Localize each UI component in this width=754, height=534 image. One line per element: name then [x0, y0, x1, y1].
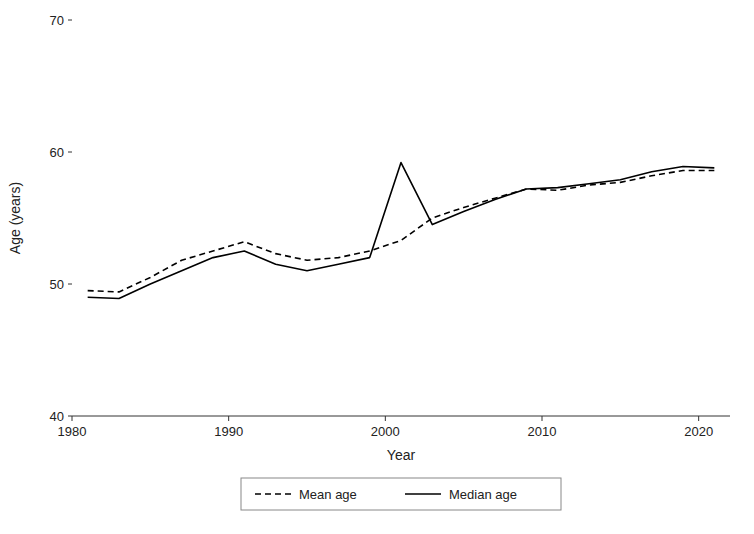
- x-tick: [385, 416, 386, 421]
- legend-label: Mean age: [299, 487, 357, 502]
- y-tick-label: 60: [50, 145, 64, 160]
- x-axis-line: [72, 416, 730, 417]
- legend-box: [241, 478, 561, 510]
- y-tick-label: 40: [50, 409, 64, 424]
- x-tick-label: 2000: [371, 424, 400, 439]
- x-tick: [698, 416, 699, 421]
- y-tick: [68, 152, 72, 153]
- x-tick: [228, 416, 229, 421]
- x-tick: [72, 416, 73, 421]
- x-tick-label: 1980: [58, 424, 87, 439]
- legend: Mean age Median age: [241, 478, 561, 510]
- y-tick-label: 50: [50, 277, 64, 292]
- x-tick-label: 2020: [684, 424, 713, 439]
- legend-swatch: [405, 493, 441, 495]
- y-tick-label: 70: [50, 13, 64, 28]
- plot-area: [88, 163, 715, 299]
- y-tick: [68, 284, 72, 285]
- series-line: [88, 170, 715, 291]
- x-tick-label: 1990: [214, 424, 243, 439]
- chart: 1980 1990 2000 2010 2020 Year 40 50 60 70 Age (yea…: [0, 0, 754, 534]
- x-tick: [542, 416, 543, 421]
- x-axis-label: Year: [387, 447, 416, 463]
- y-tick: [68, 416, 72, 417]
- y-axis-label: Age (years): [7, 182, 23, 254]
- y-axis: 40 50 60 70 Age (years): [7, 13, 72, 424]
- x-axis: 1980 1990 2000 2010 2020 Year: [58, 416, 730, 463]
- legend-swatch: [255, 493, 291, 495]
- x-tick-label: 2010: [528, 424, 557, 439]
- series-line: [88, 163, 715, 299]
- legend-label: Median age: [449, 487, 517, 502]
- y-tick: [68, 20, 72, 21]
